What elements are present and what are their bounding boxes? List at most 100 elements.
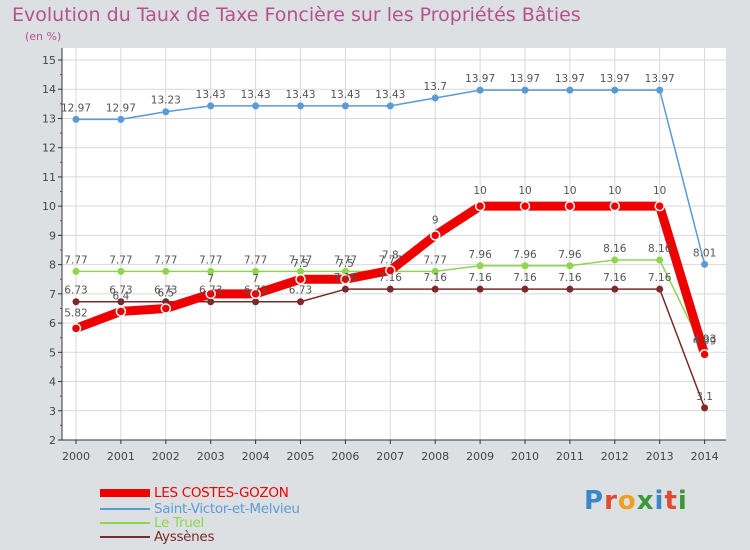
data-label: 13.23 bbox=[151, 95, 181, 107]
data-point bbox=[341, 102, 349, 110]
data-label: 6.73 bbox=[289, 285, 312, 297]
x-tick-label: 2010 bbox=[511, 450, 539, 463]
data-label: 6.5 bbox=[157, 287, 174, 299]
data-label: 6.73 bbox=[64, 285, 87, 297]
y-tick-label: 5 bbox=[49, 346, 56, 359]
data-label: 7.5 bbox=[292, 258, 309, 270]
data-point bbox=[656, 86, 664, 94]
data-point bbox=[386, 285, 394, 293]
y-tick-label: 14 bbox=[42, 83, 56, 96]
legend-item-le-truel[interactable]: Le Truel bbox=[100, 515, 204, 531]
legend-item-saint-victor[interactable]: Saint-Victor-et-Melvieu bbox=[100, 501, 300, 517]
data-point bbox=[297, 102, 304, 110]
data-point bbox=[385, 265, 396, 276]
data-label: 7.8 bbox=[382, 249, 399, 261]
data-point bbox=[207, 102, 215, 110]
chart-subtitle: (en %) bbox=[25, 30, 62, 43]
data-label: 7.77 bbox=[289, 254, 312, 266]
data-label: 6.73 bbox=[109, 285, 132, 297]
data-point bbox=[431, 94, 439, 102]
x-tick-label: 2005 bbox=[287, 450, 315, 463]
x-tick-label: 2014 bbox=[691, 450, 719, 463]
data-label: 7.77 bbox=[199, 254, 222, 266]
legend-swatch-costes-gozon bbox=[100, 489, 150, 497]
data-label: 7.5 bbox=[337, 258, 354, 270]
data-point bbox=[609, 200, 621, 212]
y-tick-label: 10 bbox=[42, 200, 56, 213]
data-label: 12.97 bbox=[61, 102, 91, 114]
data-label: 7.96 bbox=[558, 249, 582, 261]
data-point bbox=[654, 200, 665, 212]
data-point bbox=[699, 349, 710, 360]
data-label: 7.16 bbox=[513, 272, 537, 284]
data-label: 7.77 bbox=[154, 254, 177, 266]
data-label: 7.96 bbox=[468, 249, 492, 261]
data-point bbox=[476, 262, 484, 270]
data-point bbox=[205, 288, 216, 300]
x-tick-label: 2003 bbox=[197, 450, 225, 463]
x-tick-label: 2002 bbox=[152, 450, 180, 463]
data-point bbox=[611, 285, 619, 293]
data-label: 10 bbox=[563, 185, 576, 197]
data-point bbox=[162, 108, 170, 116]
data-label: 8.16 bbox=[603, 243, 627, 255]
data-label: 9 bbox=[432, 214, 439, 226]
data-point bbox=[72, 298, 80, 306]
data-point bbox=[70, 323, 82, 334]
x-tick-label: 2013 bbox=[646, 450, 674, 463]
data-label: 10 bbox=[518, 185, 531, 197]
data-label: 7 bbox=[207, 273, 214, 285]
data-label: 7.77 bbox=[379, 254, 402, 266]
data-point bbox=[162, 267, 170, 275]
data-point bbox=[519, 200, 531, 212]
data-point bbox=[207, 298, 215, 306]
data-point bbox=[701, 404, 709, 412]
data-label: 6.73 bbox=[154, 285, 177, 297]
data-label: 5.82 bbox=[64, 307, 87, 319]
data-label: 7 bbox=[252, 273, 259, 285]
data-label: 7.16 bbox=[648, 272, 672, 284]
legend-item-ayssenes[interactable]: Ayssènes bbox=[100, 529, 215, 545]
x-tick-label: 2004 bbox=[242, 450, 270, 463]
data-point bbox=[476, 285, 484, 293]
y-tick-label: 8 bbox=[49, 259, 56, 272]
data-label: 7.96 bbox=[513, 249, 537, 261]
data-point bbox=[117, 115, 125, 123]
x-tick-label: 2009 bbox=[466, 450, 494, 463]
data-point bbox=[207, 267, 215, 275]
data-point bbox=[252, 102, 260, 110]
data-point bbox=[611, 256, 619, 264]
data-label: 3.1 bbox=[696, 391, 713, 403]
data-point bbox=[429, 230, 441, 241]
data-label: 13.97 bbox=[600, 73, 630, 85]
data-label: 7.77 bbox=[244, 254, 267, 266]
data-point bbox=[341, 267, 349, 275]
data-label: 7.16 bbox=[468, 272, 492, 284]
data-point bbox=[431, 267, 439, 275]
data-label: 10 bbox=[653, 185, 666, 197]
data-label: 7.16 bbox=[603, 272, 627, 284]
data-point bbox=[386, 102, 394, 110]
data-label: 12.97 bbox=[106, 102, 136, 114]
data-point bbox=[521, 285, 529, 293]
data-point bbox=[160, 303, 172, 314]
data-point bbox=[701, 260, 709, 268]
plot-area bbox=[62, 48, 726, 440]
y-tick-label: 4 bbox=[49, 376, 56, 389]
chart-title: Evolution du Taux de Taxe Foncière sur l… bbox=[12, 4, 581, 26]
data-label: 6.73 bbox=[244, 285, 267, 297]
data-label: 7.77 bbox=[64, 254, 87, 266]
x-tick-label: 2007 bbox=[376, 450, 404, 463]
y-tick-label: 11 bbox=[42, 171, 56, 184]
data-point bbox=[656, 256, 664, 264]
x-tick-label: 2008 bbox=[421, 450, 449, 463]
legend-label: Ayssènes bbox=[154, 529, 215, 545]
legend-item-costes-gozon[interactable]: LES COSTES-GOZON bbox=[100, 485, 289, 501]
data-label: 7.16 bbox=[334, 272, 358, 284]
data-point bbox=[564, 200, 576, 212]
data-point bbox=[72, 267, 80, 275]
legend-swatch-saint-victor bbox=[100, 508, 150, 510]
y-tick-label: 12 bbox=[42, 142, 56, 155]
